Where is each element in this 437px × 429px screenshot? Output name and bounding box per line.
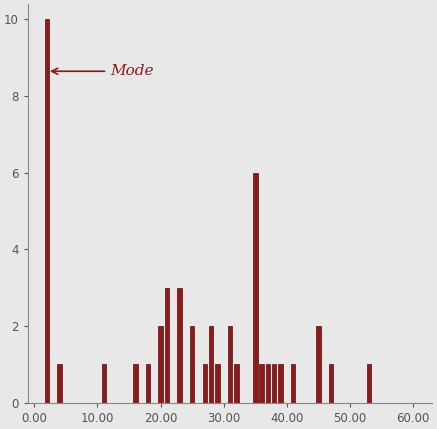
Bar xyxy=(260,365,264,403)
Bar xyxy=(228,326,232,403)
Bar xyxy=(215,365,220,403)
Bar xyxy=(45,19,49,403)
Bar xyxy=(209,326,213,403)
Bar xyxy=(158,326,163,403)
Bar xyxy=(329,365,333,403)
Bar xyxy=(146,365,150,403)
Bar xyxy=(253,173,257,403)
Text: Mode: Mode xyxy=(52,64,154,78)
Bar xyxy=(367,365,371,403)
Bar xyxy=(203,365,207,403)
Bar xyxy=(316,326,321,403)
Bar xyxy=(177,288,182,403)
Bar xyxy=(291,365,295,403)
Bar xyxy=(101,365,106,403)
Bar xyxy=(272,365,277,403)
Bar xyxy=(234,365,239,403)
Bar xyxy=(190,326,194,403)
Bar xyxy=(165,288,169,403)
Bar xyxy=(278,365,283,403)
Bar xyxy=(133,365,138,403)
Bar xyxy=(266,365,270,403)
Bar xyxy=(57,365,62,403)
